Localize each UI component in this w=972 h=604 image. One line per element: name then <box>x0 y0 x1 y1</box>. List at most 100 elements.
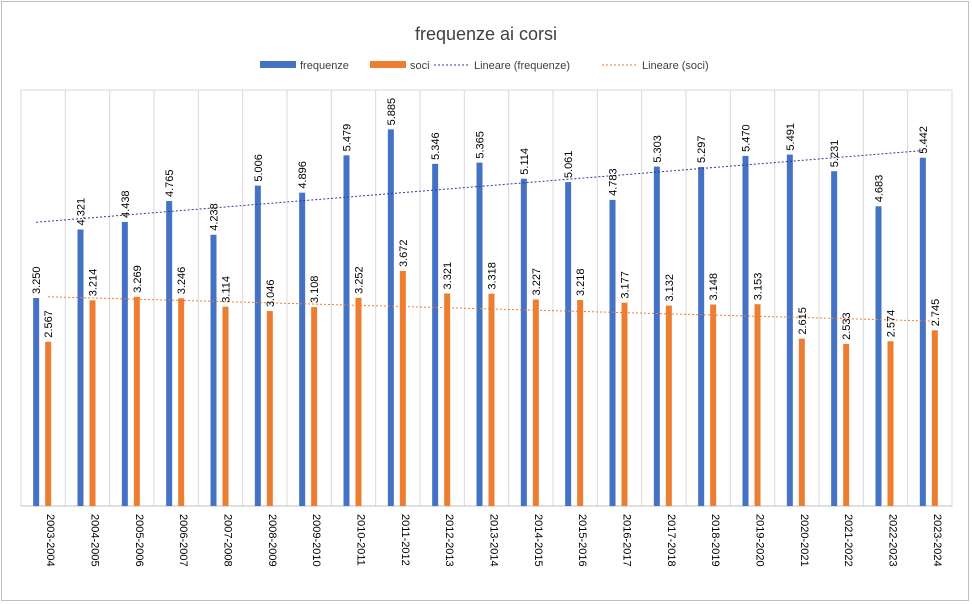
label-soci-2009-2010: 3.108 <box>309 276 321 304</box>
label-frequenze-2023-2024: 5.442 <box>918 126 930 154</box>
bar-soci-2004-2005 <box>89 300 96 506</box>
label-soci-2006-2007: 3.246 <box>176 267 188 295</box>
label-soci-2022-2023: 2.574 <box>886 310 898 338</box>
bar-frequenze-2004-2005 <box>77 229 84 506</box>
x-tick-label: 2006-2007 <box>177 514 189 567</box>
label-soci-2014-2015: 3.227 <box>531 268 543 296</box>
label-frequenze-2013-2014: 5.365 <box>475 131 487 159</box>
label-frequenze-2014-2015: 5.114 <box>519 148 531 175</box>
label-soci-2008-2009: 3.046 <box>265 280 277 308</box>
bar-frequenze-2022-2023 <box>875 206 882 506</box>
bar-frequenze-2013-2014 <box>476 162 483 506</box>
label-soci-2023-2024: 2.745 <box>930 299 942 327</box>
label-frequenze-2006-2007: 4.765 <box>164 170 176 198</box>
legend-label: soci <box>410 60 430 72</box>
x-axis-tick-labels: 2003-2004 2004-2005 2005-2006 2006-2007 2007… <box>44 514 943 567</box>
x-tick-label: 2011-2012 <box>399 514 411 566</box>
legend-item-3: Lineare (soci) <box>602 60 709 72</box>
label-soci-2020-2021: 2.615 <box>797 307 809 335</box>
bar-soci-2023-2024 <box>931 330 938 506</box>
label-frequenze-2007-2008: 4.238 <box>209 203 221 231</box>
x-tick-label: 2012-2013 <box>443 514 455 567</box>
x-tick-label: 2013-2014 <box>488 514 500 567</box>
x-tick-label: 2023-2024 <box>931 514 943 567</box>
label-soci-2004-2005: 3.214 <box>88 269 100 297</box>
x-tick-label: 2014-2015 <box>532 514 544 567</box>
bar-frequenze-2006-2007 <box>166 201 173 507</box>
legend-label: Lineare (soci) <box>642 60 709 72</box>
bar-soci-2014-2015 <box>532 299 539 506</box>
bar-soci-2006-2007 <box>178 298 185 506</box>
label-frequenze-2018-2019: 5.297 <box>696 135 708 163</box>
bar-soci-2011-2012 <box>399 270 406 506</box>
label-soci-2013-2014: 3.318 <box>487 262 499 290</box>
bar-frequenze-2011-2012 <box>387 129 394 507</box>
x-tick-label: 2019-2020 <box>754 514 766 567</box>
bar-frequenze-2014-2015 <box>520 178 527 507</box>
label-frequenze-2008-2009: 5.006 <box>253 154 265 182</box>
x-tick-label: 2020-2021 <box>798 514 810 567</box>
label-soci-2012-2013: 3.321 <box>442 262 454 290</box>
bar-soci-2016-2017 <box>621 302 628 506</box>
bar-frequenze-2016-2017 <box>609 199 616 506</box>
chart-title: frequenze ai corsi <box>415 24 557 44</box>
label-soci-2010-2011: 3.252 <box>354 266 366 294</box>
legend-label: frequenze <box>300 60 349 72</box>
label-frequenze-2004-2005: 4.321 <box>76 198 88 226</box>
bar-frequenze-2019-2020 <box>742 155 749 507</box>
x-tick-label: 2004-2005 <box>89 514 101 567</box>
bar-frequenze-2009-2010 <box>299 192 306 506</box>
x-tick-label: 2021-2022 <box>842 514 854 567</box>
bar-soci-2003-2004 <box>45 341 52 506</box>
bar-soci-2018-2019 <box>710 304 717 506</box>
x-tick-label: 2008-2009 <box>266 514 278 567</box>
bar-frequenze-2005-2006 <box>121 221 128 506</box>
legend: frequenze soci Lineare (frequenze) Lineare … <box>260 60 709 72</box>
legend-swatch <box>260 61 296 68</box>
bar-soci-2017-2018 <box>665 305 672 506</box>
bar-frequenze-2007-2008 <box>210 234 217 506</box>
label-soci-2005-2006: 3.269 <box>132 265 144 293</box>
label-frequenze-2021-2022: 5.231 <box>829 140 841 168</box>
x-tick-label: 2005-2006 <box>133 514 145 567</box>
label-soci-2017-2018: 3.132 <box>664 274 676 302</box>
bar-soci-2009-2010 <box>311 307 318 506</box>
label-soci-2019-2020: 3.153 <box>753 273 765 301</box>
bars <box>33 129 938 507</box>
trendline-frequenze <box>36 150 923 223</box>
bar-frequenze-2003-2004 <box>33 298 40 506</box>
label-soci-2011-2012: 3.672 <box>398 239 410 267</box>
data-labels: 3.250 2.567 4.321 3.214 4.438 3.269 4.765 3.246… <box>31 98 942 340</box>
gridlines <box>21 90 952 507</box>
bar-frequenze-2012-2013 <box>432 163 439 506</box>
bar-soci-2008-2009 <box>266 311 273 506</box>
label-soci-2018-2019: 3.148 <box>708 273 720 301</box>
bar-soci-2013-2014 <box>488 293 495 506</box>
bar-frequenze-2018-2019 <box>698 166 705 506</box>
bar-frequenze-2023-2024 <box>919 157 926 506</box>
label-frequenze-2009-2010: 4.896 <box>297 161 309 189</box>
label-soci-2021-2022: 2.533 <box>841 312 853 340</box>
bar-frequenze-2015-2016 <box>565 182 572 506</box>
x-tick-label: 2009-2010 <box>310 514 322 567</box>
label-frequenze-2010-2011: 5.479 <box>342 124 354 152</box>
label-soci-2007-2008: 3.114 <box>221 276 233 303</box>
label-frequenze-2022-2023: 4.683 <box>874 175 886 203</box>
x-tick-label: 2018-2019 <box>709 514 721 567</box>
bar-soci-2021-2022 <box>843 343 850 506</box>
bar-soci-2010-2011 <box>355 297 362 506</box>
bar-soci-2005-2006 <box>133 296 140 506</box>
label-frequenze-2020-2021: 5.491 <box>785 123 797 151</box>
label-frequenze-2003-2004: 3.250 <box>31 266 43 294</box>
legend-item-1: soci <box>370 60 430 72</box>
bar-frequenze-2020-2021 <box>786 154 793 507</box>
x-tick-label: 2017-2018 <box>665 514 677 567</box>
x-tick-label: 2022-2023 <box>887 514 899 567</box>
bar-soci-2012-2013 <box>444 293 451 506</box>
label-frequenze-2005-2006: 4.438 <box>120 190 132 218</box>
label-soci-2003-2004: 2.567 <box>43 310 55 338</box>
bar-frequenze-2021-2022 <box>831 171 838 506</box>
label-frequenze-2011-2012: 5.885 <box>386 98 398 126</box>
bar-frequenze-2017-2018 <box>653 166 660 506</box>
